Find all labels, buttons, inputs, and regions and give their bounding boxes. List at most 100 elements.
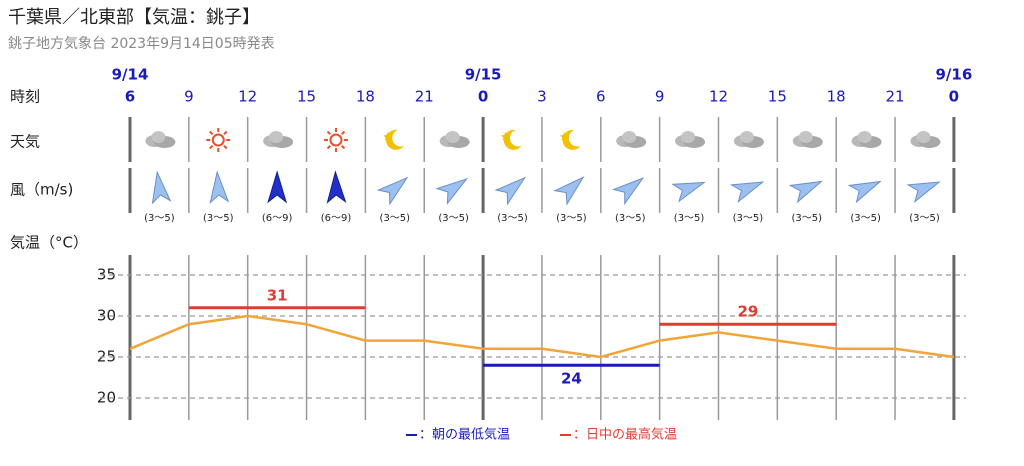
weather-icon <box>383 129 404 150</box>
wind-range: (3～5) <box>203 213 234 224</box>
x-tick-label: 15 <box>297 88 316 106</box>
date-label: 9/16 <box>936 66 973 84</box>
wind-arrow <box>435 177 469 205</box>
wind-arrow <box>847 180 882 204</box>
wind-range: (3～5) <box>380 213 411 224</box>
value-label: 29 <box>737 303 758 321</box>
weather-icon <box>559 129 581 150</box>
wind-arrow <box>494 176 527 206</box>
x-tick-label: 6 <box>596 88 606 106</box>
cloud <box>916 131 931 143</box>
wind-arrow <box>376 176 409 206</box>
sun-ray <box>326 144 332 150</box>
moon <box>503 129 522 150</box>
moon <box>562 129 581 150</box>
star <box>559 132 569 141</box>
wind-range: (3～5) <box>497 213 528 224</box>
sun-ray <box>326 130 332 136</box>
wind-range: (3～5) <box>909 213 940 224</box>
wind-arrow <box>729 181 765 203</box>
x-tick-label: 12 <box>238 88 257 106</box>
weather-icon <box>263 131 294 148</box>
sun-ray <box>223 130 228 136</box>
subtitle: 銚子地方気象台 2023年9月14日05時発表 <box>8 36 275 52</box>
wind-range: (6～9) <box>262 213 293 224</box>
cloud <box>857 131 872 143</box>
wind-range: (3～5) <box>792 213 823 224</box>
sun-ray <box>340 130 346 136</box>
wind-arrow <box>906 181 941 203</box>
x-tick-label: 21 <box>415 88 434 106</box>
wind-range: (3～5) <box>144 213 175 224</box>
legend-label: ：日中の最高気温 <box>573 427 677 443</box>
wind-arrow <box>209 170 230 205</box>
row-label: 天気 <box>10 133 40 151</box>
x-tick-label: 12 <box>709 88 728 106</box>
weather-icon <box>439 131 470 148</box>
weather-icon <box>851 131 882 148</box>
wind-arrow <box>326 170 347 204</box>
sun-ray <box>223 144 228 150</box>
date-label: 9/15 <box>465 66 502 84</box>
wind-range: (6～9) <box>321 213 352 224</box>
cloud <box>681 131 696 143</box>
y-tick-label: 35 <box>97 266 116 284</box>
row-label: 気温（°C） <box>10 234 88 252</box>
cloud <box>151 131 166 143</box>
star <box>383 132 393 141</box>
legend-label: ：朝の最低気温 <box>419 427 510 443</box>
weather-icon <box>792 131 823 148</box>
title: 千葉県／北東部【気温：銚子】 <box>8 7 260 28</box>
wind-range: (3～5) <box>615 213 646 224</box>
wind-arrow <box>151 170 172 205</box>
weather-icon <box>616 131 647 148</box>
moon <box>385 129 404 150</box>
temperature-line <box>129 314 955 359</box>
wind-range: (3～5) <box>850 213 881 224</box>
weather-icon <box>675 131 706 148</box>
weather-icon <box>733 131 764 148</box>
star <box>501 132 511 141</box>
x-tick-label: 15 <box>768 88 787 106</box>
x-tick-label: 9 <box>655 88 665 106</box>
weather-icon <box>323 128 348 152</box>
wind-arrow <box>671 181 706 203</box>
x-tick-label: 18 <box>827 88 846 106</box>
cloud <box>739 131 754 143</box>
row-label: 時刻 <box>10 88 40 106</box>
x-tick-label: 18 <box>356 88 375 106</box>
x-tick-label: 0 <box>949 88 959 106</box>
x-tick-label: 0 <box>478 88 488 106</box>
sun-ray <box>209 144 214 150</box>
weather-icon <box>910 131 941 148</box>
date-label: 9/14 <box>112 66 149 84</box>
x-tick-label: 6 <box>125 88 135 106</box>
x-tick-label: 21 <box>886 88 905 106</box>
cloud <box>798 131 813 143</box>
weather-icon <box>145 131 176 148</box>
cloud <box>622 131 637 143</box>
y-tick-label: 30 <box>97 307 116 325</box>
extreme-line <box>188 306 837 326</box>
sun <box>211 133 225 147</box>
wind-arrow <box>612 177 645 206</box>
wind-arrow <box>553 176 585 206</box>
value-label: 31 <box>267 286 288 304</box>
wind-range: (3～5) <box>733 213 764 224</box>
weather-icon <box>501 129 522 150</box>
weather-icon <box>206 128 231 152</box>
value-label: 24 <box>561 370 582 388</box>
sun-ray <box>340 144 346 150</box>
row-label: 風（m/s) <box>10 181 73 199</box>
cloud <box>445 131 460 143</box>
cloud <box>269 131 284 143</box>
wind-arrow <box>788 180 823 204</box>
wind-arrow <box>267 170 288 204</box>
y-tick-label: 25 <box>97 348 116 366</box>
x-tick-label: 3 <box>537 88 547 106</box>
wind-range: (3～5) <box>556 213 587 224</box>
wind-range: (3～5) <box>438 213 469 224</box>
sun <box>329 133 343 147</box>
